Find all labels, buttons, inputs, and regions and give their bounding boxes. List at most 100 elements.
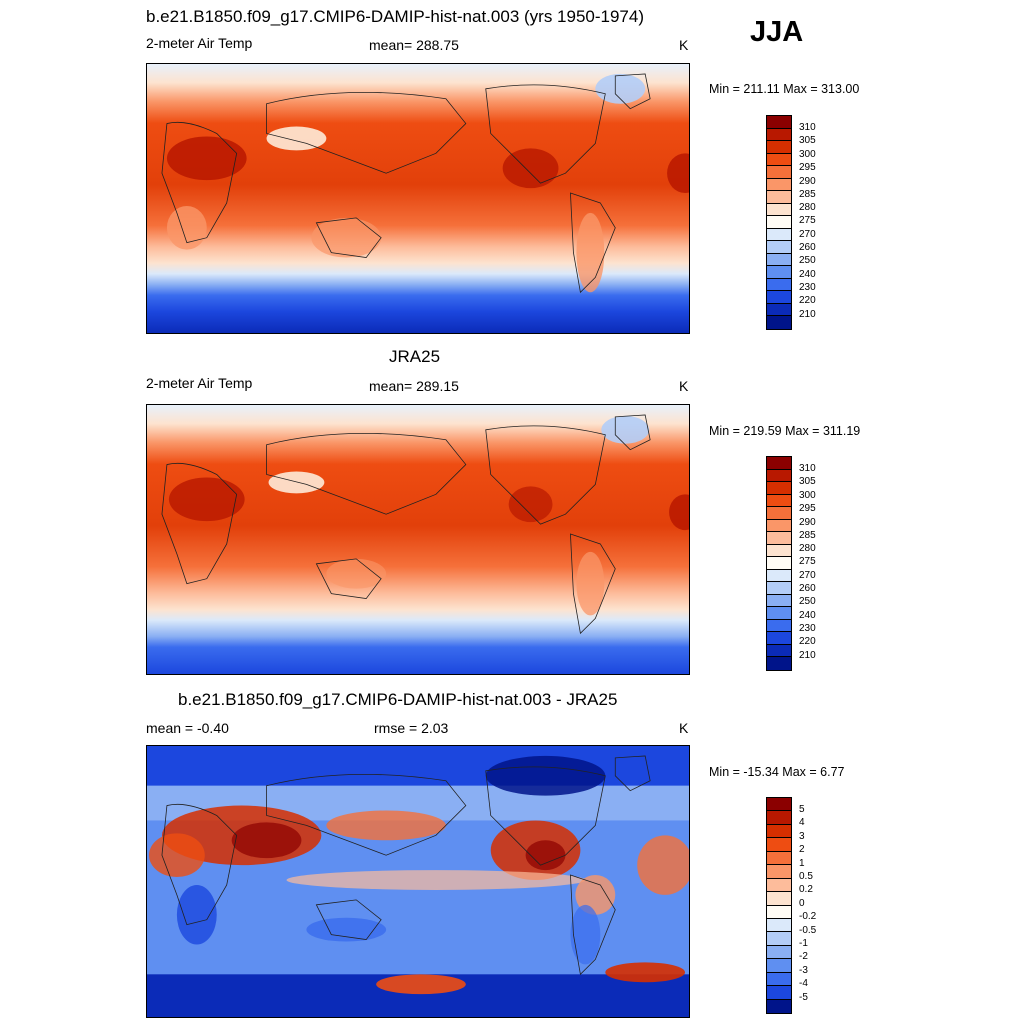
- colorbar-tick: 275: [799, 556, 816, 567]
- colorbar-swatch: [767, 519, 791, 533]
- colorbar-swatch: [767, 986, 791, 1000]
- panel-3-map: [146, 745, 690, 1018]
- colorbar-swatch: [767, 644, 791, 658]
- colorbar-tick: 0.5: [799, 871, 813, 882]
- colorbar-swatch: [767, 619, 791, 633]
- colorbar-tick: 280: [799, 543, 816, 554]
- colorbar-tick: -4: [799, 978, 808, 989]
- colorbar-swatch: [767, 128, 791, 142]
- colorbar-tick: 295: [799, 503, 816, 514]
- colorbar-swatch: [767, 557, 791, 570]
- colorbar-swatch: [767, 141, 791, 154]
- colorbar-tick: 310: [799, 463, 816, 474]
- colorbar-swatch: [767, 972, 791, 987]
- panel-1-title: b.e21.B1850.f09_g17.CMIP6-DAMIP-hist-nat…: [146, 7, 644, 26]
- colorbar-tick: 0.2: [799, 884, 813, 895]
- colorbar-swatch: [767, 824, 791, 839]
- colorbar-swatch: [767, 278, 791, 292]
- colorbar-tick: 250: [799, 255, 816, 266]
- panel-2-mean-label: mean= 289.15: [369, 378, 459, 394]
- colorbar-tick: 210: [799, 650, 816, 661]
- colorbar-tick: 210: [799, 309, 816, 320]
- colorbar-tick: 260: [799, 242, 816, 253]
- colorbar-swatch: [767, 878, 791, 893]
- colorbar-swatch: [767, 116, 791, 129]
- colorbar-tick: 250: [799, 596, 816, 607]
- colorbar-tick: 5: [799, 804, 805, 815]
- colorbar-swatch: [767, 153, 791, 167]
- colorbar-swatch: [767, 569, 791, 583]
- panel-1-minmax: Min = 211.11 Max = 313.00: [709, 82, 860, 96]
- colorbar-tick: 230: [799, 282, 816, 293]
- panel-3-units: K: [679, 720, 689, 736]
- colorbar-tick: -1: [799, 938, 808, 949]
- panel-3-coastlines: [161, 755, 651, 976]
- colorbar-tick: -5: [799, 992, 808, 1003]
- colorbar-swatch: [767, 291, 791, 304]
- panel-3-colorbar: [766, 797, 792, 1014]
- colorbar-tick: -2: [799, 951, 808, 962]
- colorbar-tick: 1: [799, 858, 805, 869]
- panel-1-colorbar: [766, 115, 792, 330]
- colorbar-tick: 285: [799, 530, 816, 541]
- colorbar-swatch: [767, 178, 791, 192]
- colorbar-tick: 285: [799, 189, 816, 200]
- colorbar-swatch: [767, 303, 791, 317]
- colorbar-swatch: [767, 811, 791, 825]
- colorbar-swatch: [767, 851, 791, 866]
- colorbar-swatch: [767, 932, 791, 946]
- panel-2-temperature-field: [147, 405, 689, 674]
- colorbar-swatch: [767, 657, 791, 670]
- colorbar-swatch: [767, 482, 791, 495]
- colorbar-tick: 260: [799, 583, 816, 594]
- colorbar-tick: 220: [799, 295, 816, 306]
- colorbar-swatch: [767, 945, 791, 960]
- colorbar-swatch: [767, 594, 791, 608]
- colorbar-swatch: [767, 865, 791, 879]
- colorbar-swatch: [767, 191, 791, 204]
- colorbar-tick: 305: [799, 476, 816, 487]
- colorbar-swatch: [767, 203, 791, 217]
- colorbar-swatch: [767, 316, 791, 329]
- colorbar-swatch: [767, 216, 791, 229]
- colorbar-swatch: [767, 544, 791, 558]
- colorbar-tick: 220: [799, 636, 816, 647]
- colorbar-swatch: [767, 266, 791, 279]
- panel-1-units: K: [679, 37, 689, 53]
- colorbar-swatch: [767, 582, 791, 595]
- colorbar-tick: 305: [799, 135, 816, 146]
- panel-2-title: JRA25: [389, 347, 441, 366]
- colorbar-tick: 240: [799, 269, 816, 280]
- colorbar-tick: 290: [799, 176, 816, 187]
- panel-2-minmax: Min = 219.59 Max = 311.19: [709, 424, 861, 438]
- colorbar-tick: 275: [799, 215, 816, 226]
- colorbar-tick: 230: [799, 623, 816, 634]
- panel-1-temperature-field: [147, 64, 689, 333]
- colorbar-swatch: [767, 607, 791, 620]
- panel-2-map: [146, 404, 690, 675]
- panel-2-variable-label: 2-meter Air Temp: [146, 375, 253, 391]
- colorbar-swatch: [767, 632, 791, 645]
- panel-2-coastlines: [161, 414, 651, 635]
- colorbar-swatch: [767, 838, 791, 852]
- colorbar-tick: 2: [799, 844, 805, 855]
- colorbar-swatch: [767, 959, 791, 973]
- colorbar-tick: 310: [799, 122, 816, 133]
- colorbar-swatch: [767, 999, 791, 1013]
- colorbar-swatch: [767, 918, 791, 933]
- colorbar-tick: -0.5: [799, 925, 817, 936]
- panel-1-variable-label: 2-meter Air Temp: [146, 35, 253, 51]
- colorbar-tick: 280: [799, 202, 816, 213]
- panel-1-coastlines: [161, 73, 651, 294]
- colorbar-tick: 4: [799, 817, 805, 828]
- panel-3-difference-field: [147, 746, 689, 1017]
- colorbar-tick: -3: [799, 965, 808, 976]
- colorbar-swatch: [767, 798, 791, 812]
- colorbar-tick: 0: [799, 898, 805, 909]
- panel-2-units: K: [679, 378, 689, 394]
- colorbar-swatch: [767, 532, 791, 545]
- colorbar-tick: -0.2: [799, 911, 817, 922]
- panel-3-minmax: Min = -15.34 Max = 6.77: [709, 765, 845, 779]
- panel-3-rmse-label: rmse = 2.03: [374, 720, 449, 736]
- panel-1-map: [146, 63, 690, 334]
